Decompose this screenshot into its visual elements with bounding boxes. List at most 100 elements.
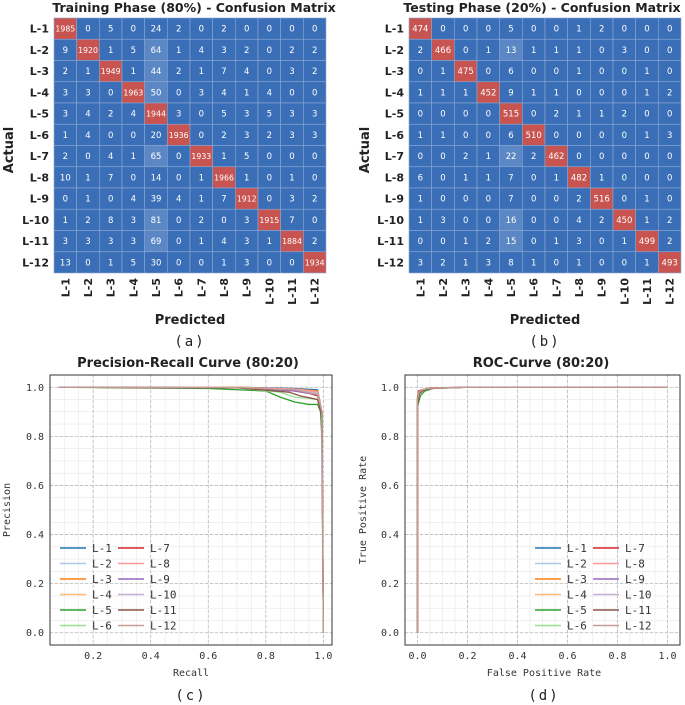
cm-cell-value: 3 [312,131,317,141]
x-tick-label: 1.0 [658,651,676,662]
cm-cell-value: 0 [576,131,581,141]
y-tick-label: 1.0 [381,383,399,394]
y-tick-label: 0.6 [381,481,399,492]
cm-cell-value: 1 [644,258,649,268]
cm-row-label: L-7 [30,150,49,163]
cm-cell-value: 0 [463,216,468,226]
cm-cell-value: 2 [108,110,113,120]
cm-cell-value: 1 [644,195,649,205]
cm-cell-value: 475 [458,67,474,77]
cm-cell-value: 0 [440,152,445,162]
cm-cell-value: 4 [85,110,90,120]
cm-cell-value: 44 [151,67,162,77]
cm-cell-value: 1884 [282,237,302,246]
cm-cell-value: 7 [289,216,294,226]
cm-cell-value: 1 [576,25,581,35]
cm-cell-value: 0 [622,173,627,183]
cm-cell-value: 0 [289,152,294,162]
pr-series-lines [58,386,325,633]
cm-cell-value: 493 [662,258,678,268]
cm-cell [303,251,327,274]
cm-cell-value: 5 [244,152,249,162]
cm-cell-value: 0 [289,25,294,35]
cm-cell-value: 1934 [305,258,325,267]
cm-row-label: L-6 [30,129,50,142]
cm-cell-value: 0 [267,46,272,56]
pr-xlabel: Recall [173,668,209,679]
cm-col-label: L-7 [550,278,563,297]
cm-cell-value: 0 [267,258,272,268]
cm-cell-value: 1 [576,67,581,77]
legend-label: L-6 [92,620,112,633]
cm-col-label: L-4 [482,278,495,298]
cm-col-label: L-9 [241,278,254,297]
legend-label: L-2 [567,558,587,571]
cm-cell-value: 2 [176,25,181,35]
cm-cell-value: 0 [486,195,491,205]
cm-cell-value: 1 [131,67,136,77]
cm-cell-value: 1 [599,173,604,183]
legend-label: L-11 [625,604,652,617]
x-tick-label: 0.4 [508,651,526,662]
cm-cell-value: 30 [151,258,162,268]
cm-cell-value: 2 [418,46,423,56]
cm-cell-value: 0 [440,195,445,205]
cm-cell-value: 0 [63,195,68,205]
cm-cell-value: 4 [576,216,581,226]
roc-tick-labels: 0.0 0.2 0.4 0.6 0.8 1.0 0.0 0.2 0.4 0.6 0.8 1.0 [381,383,677,662]
cm-cell-value: 3 [85,88,90,98]
cm-cell-value: 1 [418,216,423,226]
series-line-l-12 [416,386,668,633]
cm-cell-value: 1912 [237,195,257,204]
cm-cell-value: 0 [599,46,604,56]
cm-cell-value: 3 [85,237,90,247]
cm-cell-value: 10 [60,173,71,183]
cm-cell-value: 1 [108,46,113,56]
cm-cell-value: 1985 [55,25,75,34]
cm-test-ylabel: Actual [358,127,373,173]
cm-test-row-labels: L-1 L-2 L-3 L-4 L-5 L-6 L-7 L-8 L-9 L-10 L-11 L-12 [377,23,404,270]
cm-cell-value: 1949 [101,67,121,76]
caption-d: (d) [528,688,559,704]
y-tick-label: 0.2 [26,579,44,590]
legend-label: L-7 [625,542,645,555]
y-tick-label: 0.0 [381,628,399,639]
legend-label: L-5 [567,604,587,617]
cm-cell-value: 3 [312,110,317,120]
cm-cell-value: 1 [576,46,581,56]
cm-row-label: L-5 [385,108,404,121]
cm-cell-value: 1 [131,152,136,162]
cm-cell-value: 15 [506,237,517,247]
cm-cell-value: 9 [508,88,513,98]
cm-row-label: L-12 [377,256,404,269]
cm-cell-value: 2 [312,67,317,77]
cm-cell-value: 1 [85,195,90,205]
cm-cell-value: 1 [554,173,559,183]
cm-col-label: L-5 [505,278,518,297]
cm-col-label: L-9 [596,278,609,297]
cm-cell-value: 2 [176,67,181,77]
cm-col-label: L-1 [414,278,427,297]
x-tick-label: 0.2 [458,651,476,662]
cm-row-label: L-1 [30,23,49,36]
cm-cell-value: 0 [176,88,181,98]
cm-cell-value: 1 [85,67,90,77]
cm-cell-value: 5 [267,110,272,120]
cm-cell-value: 1936 [169,131,189,140]
cm-cell-value: 0 [440,237,445,247]
cm-cell-value: 2 [244,46,249,56]
cm-cell-value: 8 [508,258,513,268]
legend-label: L-1 [567,542,587,555]
cm-cell-value: 1920 [78,46,98,55]
cm-train-ylabel: Actual [2,127,17,173]
cm-cell-value: 7 [221,195,226,205]
cm-cell-value: 0 [199,110,204,120]
cm-col-label: L-10 [263,278,276,305]
cm-cell-value: 3 [176,110,181,120]
cm-cell-value: 6 [418,173,423,183]
cm-cell-value: 65 [151,152,162,162]
cm-cell-value: 0 [531,195,536,205]
cm-cell-value: 4 [199,46,204,56]
legend-label: L-9 [150,573,170,586]
cm-cell-value: 0 [486,67,491,77]
